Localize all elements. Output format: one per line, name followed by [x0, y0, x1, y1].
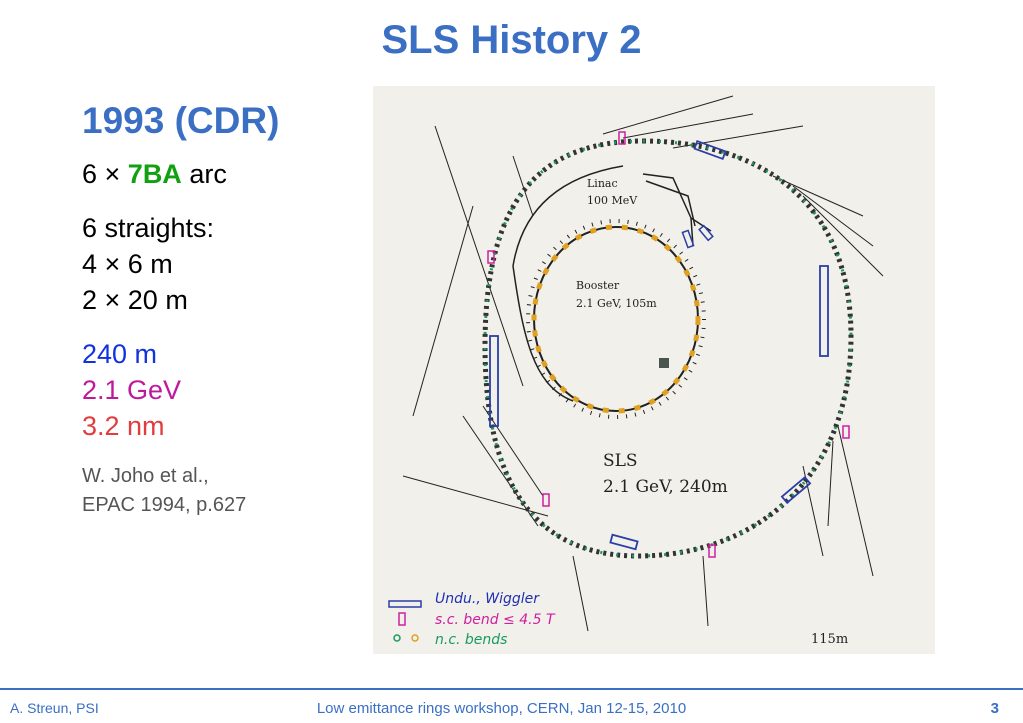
arc-line: 6 × 7BA arc	[82, 156, 367, 192]
booster-center-block	[659, 358, 669, 368]
undulator-magnets	[489, 139, 829, 551]
footer-event: Low emittance rings workshop, CERN, Jan …	[316, 700, 687, 717]
legend-nc-bend-symbol-2	[411, 634, 419, 642]
arc-prefix: 6 ×	[82, 159, 128, 189]
linac-label-energy: 100 MeV	[587, 194, 638, 207]
parameter-panel: 1993 (CDR) 6 × 7BA arc 6 straights: 4 × …	[82, 100, 367, 520]
storage-ring	[482, 138, 854, 559]
legend-nc-bend-text: n.c. bends	[435, 632, 507, 648]
arc-type: 7BA	[127, 159, 182, 189]
legend-sc-bend-text: s.c. bend ≤ 4.5 T	[435, 612, 556, 628]
legend-undulator-symbol	[388, 600, 422, 608]
booster-ring	[526, 219, 706, 419]
ring-layout-figure: Linac 100 MeV Booster 2.1 GeV, 105m SLS …	[373, 86, 935, 654]
straights-label: 6 straights:	[82, 213, 215, 243]
scale-label: 115m	[811, 632, 848, 647]
legend-undulator-text: Undu., Wiggler	[435, 591, 540, 607]
footer-rule	[0, 688, 1023, 690]
linac-label-name: Linac	[587, 177, 618, 190]
transfer-lines	[512, 165, 712, 402]
energy: 2.1 GeV	[82, 375, 182, 405]
legend: Undu., Wiggler s.c. bend ≤ 4.5 T n.c. be…	[388, 591, 556, 648]
straights-long: 2 × 20 m	[82, 285, 188, 315]
ring-layout-drawing: Linac 100 MeV Booster 2.1 GeV, 105m SLS …	[388, 95, 884, 648]
emittance: 3.2 nm	[82, 411, 165, 441]
reference: W. Joho et al., EPAC 1994, p.627	[82, 462, 367, 520]
legend-nc-bend-symbol-1	[393, 634, 401, 642]
reference-authors: W. Joho et al.,	[82, 465, 209, 487]
sls-label-name: SLS	[603, 451, 638, 471]
circumference: 240 m	[82, 339, 158, 369]
design-subtitle: 1993 (CDR)	[82, 100, 280, 141]
superconducting-bends	[487, 131, 850, 558]
page-number: 3	[990, 700, 999, 717]
tangent-lines	[402, 95, 884, 632]
legend-sc-bend-symbol	[398, 612, 406, 626]
slide-title: SLS History 2	[381, 18, 642, 62]
reference-source: EPAC 1994, p.627	[82, 494, 247, 516]
footer-author: A. Streun, PSI	[10, 700, 99, 716]
arc-suffix: arc	[181, 159, 227, 189]
booster-label-name: Booster	[576, 279, 620, 292]
booster-label-params: 2.1 GeV, 105m	[576, 297, 657, 310]
linac-dump-magnets	[681, 224, 714, 249]
straights-short: 4 × 6 m	[82, 249, 173, 279]
sls-label-params: 2.1 GeV, 240m	[603, 477, 728, 497]
